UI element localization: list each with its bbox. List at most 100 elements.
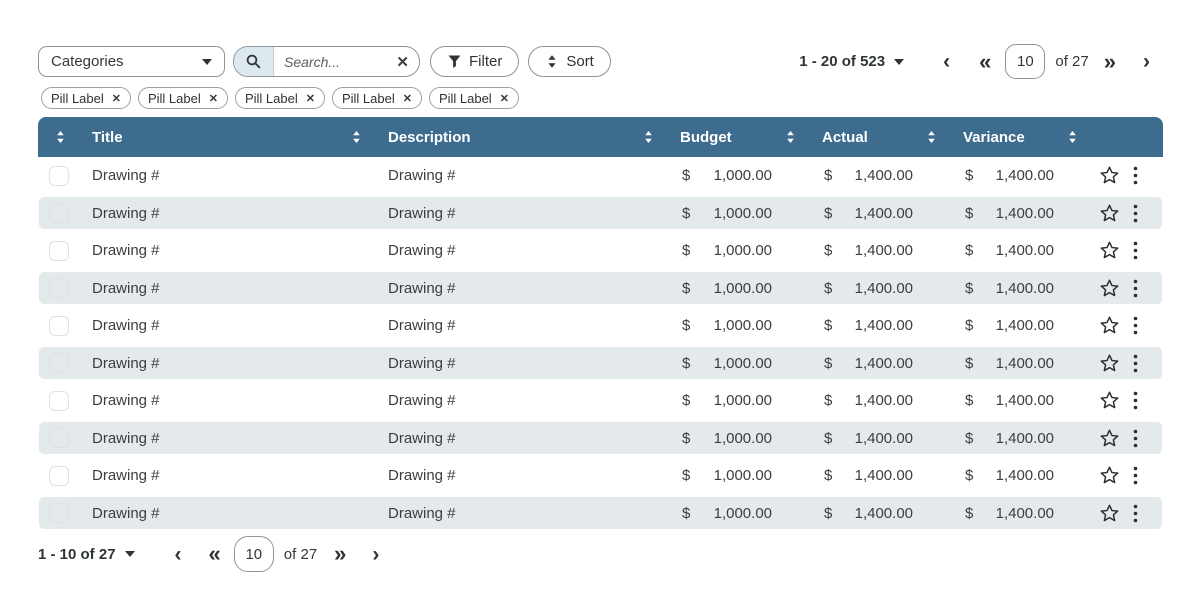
row-checkbox[interactable] bbox=[49, 428, 69, 449]
sort-column-icon[interactable] bbox=[54, 130, 67, 144]
row-budget: $ 1,000.00 bbox=[638, 430, 780, 447]
currency-symbol: $ bbox=[682, 167, 691, 185]
row-actions bbox=[1062, 390, 1163, 411]
more-options-kebab-icon[interactable] bbox=[1133, 204, 1138, 223]
sort-column-icon[interactable] bbox=[642, 130, 655, 144]
sort-icon bbox=[548, 55, 556, 68]
favorite-star-icon[interactable] bbox=[1099, 465, 1120, 486]
chevron-right-icon[interactable]: › bbox=[372, 542, 380, 566]
row-actions bbox=[1062, 203, 1163, 224]
currency-symbol: $ bbox=[682, 204, 691, 222]
more-options-kebab-icon[interactable] bbox=[1133, 354, 1138, 373]
filter-pill[interactable]: Pill Label ✕ bbox=[137, 87, 228, 109]
row-title: Drawing # bbox=[92, 204, 160, 222]
favorite-star-icon[interactable] bbox=[1099, 240, 1120, 261]
more-options-kebab-icon[interactable] bbox=[1133, 316, 1138, 335]
budget-value: 1,000.00 bbox=[713, 167, 772, 185]
currency-symbol: $ bbox=[965, 504, 974, 522]
sort-column-icon[interactable] bbox=[350, 130, 363, 144]
filter-pill[interactable]: Pill Label ✕ bbox=[234, 87, 325, 109]
favorite-star-icon[interactable] bbox=[1099, 503, 1120, 524]
currency-symbol: $ bbox=[965, 279, 974, 297]
double-chevron-right-icon[interactable]: » bbox=[1103, 48, 1116, 74]
favorite-star-icon[interactable] bbox=[1099, 165, 1120, 186]
favorite-star-icon[interactable] bbox=[1099, 428, 1120, 449]
row-actions bbox=[1062, 503, 1163, 524]
row-checkbox[interactable] bbox=[49, 315, 69, 336]
categories-dropdown[interactable]: Categories bbox=[38, 46, 225, 77]
row-checkbox[interactable] bbox=[49, 465, 69, 486]
search-clear-icon[interactable]: ✕ bbox=[396, 53, 409, 71]
range-summary-dropdown[interactable]: 1 - 10 of 27 bbox=[38, 546, 135, 563]
pill-close-icon[interactable]: ✕ bbox=[499, 92, 509, 105]
filter-pill[interactable]: Pill Label ✕ bbox=[428, 87, 519, 109]
sort-column-icon[interactable] bbox=[925, 130, 938, 144]
chevron-down-icon bbox=[124, 551, 135, 557]
row-checkbox[interactable] bbox=[49, 165, 69, 186]
row-checkbox[interactable] bbox=[49, 240, 69, 261]
filter-pill[interactable]: Pill Label ✕ bbox=[41, 87, 131, 109]
row-checkbox[interactable] bbox=[49, 353, 69, 374]
variance-value: 1,400.00 bbox=[995, 504, 1054, 522]
table-row: Drawing # Drawing # $ 1,000.00 $ 1,400.0… bbox=[38, 345, 1163, 383]
variance-value: 1,400.00 bbox=[995, 429, 1054, 447]
variance-value: 1,400.00 bbox=[995, 279, 1054, 297]
currency-symbol: $ bbox=[824, 354, 833, 372]
double-chevron-left-icon[interactable]: « bbox=[208, 541, 221, 566]
row-actual: $ 1,400.00 bbox=[780, 205, 921, 222]
more-options-kebab-icon[interactable] bbox=[1133, 391, 1138, 410]
chevron-left-icon[interactable]: ‹ bbox=[943, 50, 951, 73]
favorite-star-icon[interactable] bbox=[1099, 203, 1120, 224]
row-checkbox[interactable] bbox=[49, 278, 69, 299]
actual-value: 1,400.00 bbox=[854, 504, 913, 522]
data-table: Title Description Budget Actual bbox=[38, 117, 1163, 532]
range-summary-dropdown[interactable]: 1 - 20 of 523 bbox=[799, 53, 905, 70]
table-row: Drawing # Drawing # $ 1,000.00 $ 1,400.0… bbox=[38, 232, 1163, 270]
more-options-kebab-icon[interactable] bbox=[1133, 466, 1138, 485]
more-options-kebab-icon[interactable] bbox=[1133, 241, 1138, 260]
actual-value: 1,400.00 bbox=[854, 242, 913, 260]
double-chevron-right-icon[interactable]: » bbox=[334, 541, 347, 566]
more-options-kebab-icon[interactable] bbox=[1133, 429, 1138, 448]
chevron-right-icon[interactable]: › bbox=[1143, 50, 1150, 73]
row-title: Drawing # bbox=[92, 429, 160, 447]
favorite-star-icon[interactable] bbox=[1099, 278, 1120, 299]
row-checkbox[interactable] bbox=[49, 503, 69, 524]
chevron-left-icon[interactable]: ‹ bbox=[174, 542, 182, 566]
pill-close-icon[interactable]: ✕ bbox=[402, 92, 412, 105]
table-row: Drawing # Drawing # $ 1,000.00 $ 1,400.0… bbox=[38, 157, 1163, 195]
row-actual: $ 1,400.00 bbox=[780, 355, 921, 372]
search-input[interactable] bbox=[274, 47, 395, 76]
row-description: Drawing # bbox=[388, 279, 456, 297]
filter-icon bbox=[448, 55, 461, 68]
more-options-kebab-icon[interactable] bbox=[1133, 279, 1138, 298]
double-chevron-left-icon[interactable]: « bbox=[979, 48, 992, 74]
favorite-star-icon[interactable] bbox=[1099, 390, 1120, 411]
column-header-title: Title bbox=[38, 129, 342, 146]
currency-symbol: $ bbox=[824, 429, 833, 447]
favorite-star-icon[interactable] bbox=[1099, 353, 1120, 374]
variance-value: 1,400.00 bbox=[995, 167, 1054, 185]
currency-symbol: $ bbox=[824, 467, 833, 485]
row-checkbox[interactable] bbox=[49, 390, 69, 411]
pill-close-icon[interactable]: ✕ bbox=[111, 92, 121, 105]
favorite-star-icon[interactable] bbox=[1099, 315, 1120, 336]
pill-close-icon[interactable]: ✕ bbox=[305, 92, 315, 105]
filter-pill[interactable]: Pill Label ✕ bbox=[331, 87, 422, 109]
row-checkbox[interactable] bbox=[49, 203, 69, 224]
row-variance: $ 1,400.00 bbox=[921, 392, 1062, 409]
sort-column-icon[interactable] bbox=[784, 130, 797, 144]
filter-button[interactable]: Filter bbox=[430, 46, 520, 77]
currency-symbol: $ bbox=[965, 354, 974, 372]
pill-close-icon[interactable]: ✕ bbox=[208, 92, 218, 105]
row-title: Drawing # bbox=[92, 242, 160, 260]
currency-symbol: $ bbox=[965, 467, 974, 485]
more-options-kebab-icon[interactable] bbox=[1133, 166, 1138, 185]
sort-button[interactable]: Sort bbox=[528, 46, 611, 77]
variance-value: 1,400.00 bbox=[995, 242, 1054, 260]
sort-column-icon[interactable] bbox=[1066, 130, 1079, 144]
page-number-input[interactable] bbox=[233, 536, 274, 572]
row-budget: $ 1,000.00 bbox=[638, 505, 780, 522]
page-number-input[interactable] bbox=[1005, 44, 1046, 79]
more-options-kebab-icon[interactable] bbox=[1133, 504, 1138, 523]
